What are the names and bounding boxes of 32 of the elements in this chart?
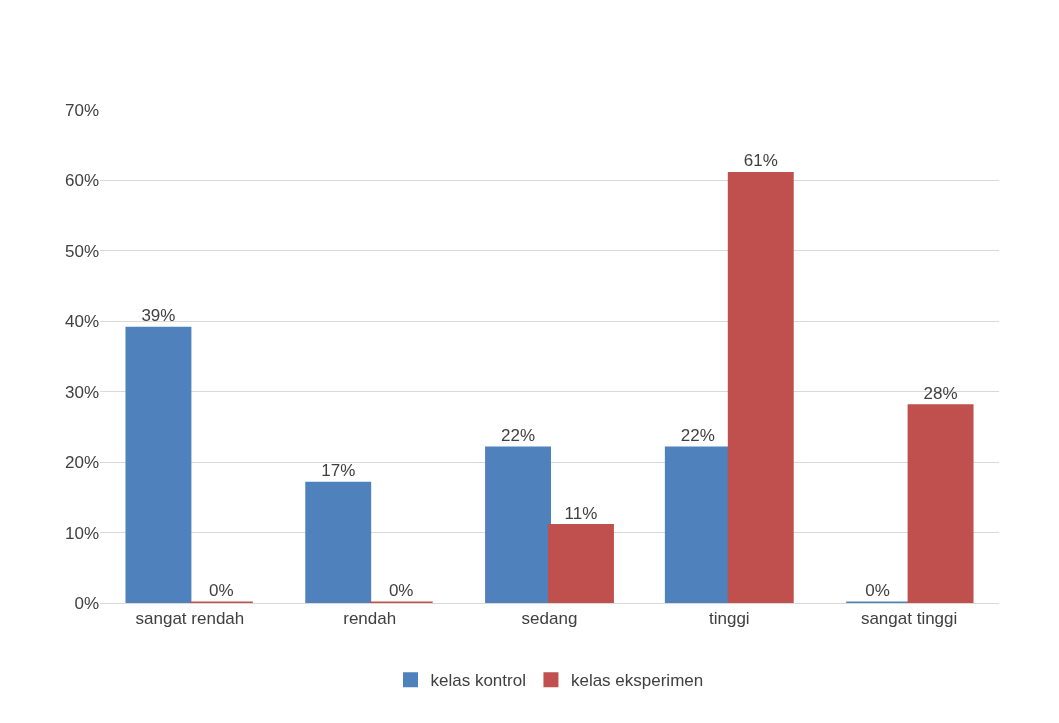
y-tick-label: 40% (64, 312, 99, 332)
bar (125, 326, 192, 603)
x-tick-label: rendah (343, 609, 397, 629)
data-label: 0% (865, 581, 890, 600)
data-label: 0% (388, 581, 414, 600)
x-tick-label: tinggi (708, 609, 750, 629)
data-label: 39% (141, 306, 176, 326)
y-tick-label: 70% (64, 100, 99, 120)
y-tick-label: 60% (64, 171, 99, 191)
y-tick-label: 20% (64, 453, 99, 473)
data-label: 22% (680, 426, 715, 446)
x-tick-label: sangat tinggi (860, 609, 958, 629)
data-label: 22% (501, 426, 536, 446)
bar (548, 524, 614, 603)
data-label: 0% (209, 581, 234, 600)
data-label: 28% (923, 383, 958, 403)
bar (727, 171, 794, 603)
legend-label: kelas kontrol (430, 671, 526, 691)
data-label: 61% (743, 151, 778, 171)
x-tick-label: sangat rendah (135, 609, 245, 629)
y-tick-label: 10% (64, 523, 99, 543)
y-tick-label: 50% (64, 241, 99, 261)
bar (305, 481, 372, 603)
y-tick-label: 0% (74, 593, 99, 613)
y-tick-label: 30% (64, 382, 99, 402)
x-tick-label: sedang (521, 609, 578, 629)
legend-label: kelas eksperimen (570, 671, 704, 691)
bar (485, 446, 551, 603)
data-label: 17% (321, 461, 356, 481)
bar (664, 446, 731, 603)
data-label: 11% (564, 503, 598, 523)
bar (907, 404, 974, 603)
